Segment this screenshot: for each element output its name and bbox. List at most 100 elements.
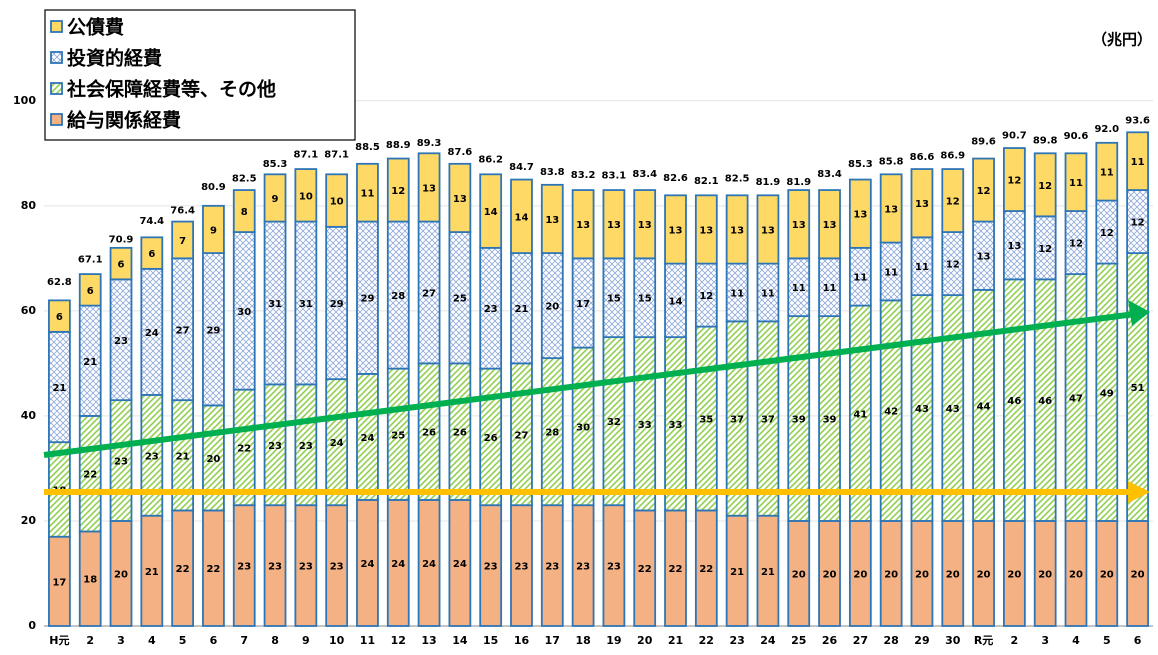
segment-label: 20 xyxy=(1038,569,1052,580)
segment-label: 23 xyxy=(114,336,128,347)
segment-label: 20 xyxy=(946,569,960,580)
bar-segment xyxy=(479,173,503,249)
x-tick-label: 24 xyxy=(760,634,776,647)
total-label: 83.1 xyxy=(602,171,627,182)
x-tick-label: 10 xyxy=(329,634,345,647)
total-label: 83.8 xyxy=(540,167,565,178)
segment-label: 24 xyxy=(330,438,344,449)
bar-segment xyxy=(294,168,318,223)
bar-segment xyxy=(540,183,564,254)
segment-label: 30 xyxy=(576,422,590,433)
x-tick-label: 20 xyxy=(637,634,653,647)
segment-label: 25 xyxy=(391,430,405,441)
segment-label: 29 xyxy=(330,299,344,310)
total-label: 82.1 xyxy=(694,176,719,187)
total-label: 86.9 xyxy=(940,151,965,162)
bar-segment xyxy=(633,189,657,260)
segment-label: 14 xyxy=(484,207,498,218)
total-label: 87.6 xyxy=(448,147,473,158)
segment-label: 21 xyxy=(515,304,529,315)
segment-label: 23 xyxy=(268,441,282,452)
bar-segment xyxy=(232,189,256,233)
total-label: 92.0 xyxy=(1094,124,1119,135)
x-tick-label: 8 xyxy=(271,634,279,647)
bar-segment xyxy=(48,299,71,333)
segment-label: 13 xyxy=(730,225,744,236)
bar-segment xyxy=(694,194,718,265)
segment-label: 24 xyxy=(391,559,405,570)
bar-segment xyxy=(602,189,626,260)
segment-label: 35 xyxy=(699,415,713,426)
total-label: 82.5 xyxy=(232,174,257,185)
legend-swatch xyxy=(50,51,63,64)
segment-label: 13 xyxy=(607,220,621,231)
x-tick-label: 30 xyxy=(945,634,961,647)
segment-label: 20 xyxy=(792,569,806,580)
segment-label: 13 xyxy=(1007,241,1021,252)
segment-label: 21 xyxy=(176,451,190,462)
y-tick-label: 0 xyxy=(28,619,36,632)
segment-label: 20 xyxy=(206,454,220,465)
segment-label: 12 xyxy=(699,291,713,302)
segment-label: 24 xyxy=(360,559,374,570)
total-label: 89.8 xyxy=(1033,135,1058,146)
total-label: 86.6 xyxy=(910,152,935,163)
total-label: 90.6 xyxy=(1064,131,1089,142)
segment-label: 11 xyxy=(823,283,837,294)
segment-label: 20 xyxy=(1069,569,1083,580)
segment-label: 12 xyxy=(1069,239,1083,250)
segment-label: 14 xyxy=(515,212,529,223)
segment-label: 11 xyxy=(1131,157,1145,168)
total-label: 88.5 xyxy=(355,142,380,153)
segment-label: 13 xyxy=(884,204,898,215)
segment-label: 12 xyxy=(946,260,960,271)
segment-label: 11 xyxy=(730,288,744,299)
segment-label: 24 xyxy=(422,559,436,570)
segment-label: 27 xyxy=(515,430,529,441)
segment-label: 11 xyxy=(761,288,775,299)
segment-label: 12 xyxy=(1007,176,1021,187)
x-tick-label: 22 xyxy=(699,634,714,647)
segment-label: 13 xyxy=(977,252,991,263)
segment-label: 21 xyxy=(83,357,97,368)
bar-segment xyxy=(202,204,225,254)
segment-label: 23 xyxy=(268,562,282,573)
segment-label: 13 xyxy=(823,220,837,231)
x-tick-label: 18 xyxy=(575,634,590,647)
y-tick-label: 60 xyxy=(21,304,37,317)
segment-label: 11 xyxy=(360,189,374,200)
x-tick-label: 13 xyxy=(421,634,436,647)
trend-arrowhead xyxy=(1128,300,1150,326)
bar-segment xyxy=(171,220,194,260)
bar-segment xyxy=(78,273,102,307)
legend-box xyxy=(44,9,356,141)
bar-segment xyxy=(356,162,379,223)
bar-segment xyxy=(664,194,687,265)
segment-label: 9 xyxy=(210,225,217,236)
segment-label: 13 xyxy=(699,225,713,236)
segment-label: 12 xyxy=(1038,181,1052,192)
segment-label: 31 xyxy=(299,299,313,310)
x-tick-label: 26 xyxy=(822,634,838,647)
y-tick-label: 80 xyxy=(21,199,37,212)
segment-label: 23 xyxy=(145,451,159,462)
segment-label: 29 xyxy=(360,294,374,305)
x-tick-label: 5 xyxy=(1103,634,1111,647)
segment-label: 43 xyxy=(915,404,929,415)
segment-label: 23 xyxy=(237,562,251,573)
total-label: 70.9 xyxy=(109,235,134,246)
bar-segment xyxy=(386,157,410,223)
bar-segment xyxy=(1095,141,1119,202)
bar-segment xyxy=(725,194,749,265)
trend-arrow xyxy=(43,311,1136,458)
segment-label: 11 xyxy=(884,267,898,278)
legend-label: 公債費 xyxy=(67,16,124,39)
segment-label: 23 xyxy=(330,562,344,573)
x-tick-label: 21 xyxy=(668,634,683,647)
total-label: 83.4 xyxy=(632,169,657,180)
x-tick-label: 15 xyxy=(483,634,498,647)
legend-swatch xyxy=(50,20,63,33)
x-tick-label: 25 xyxy=(791,634,806,647)
segment-label: 13 xyxy=(453,194,467,205)
